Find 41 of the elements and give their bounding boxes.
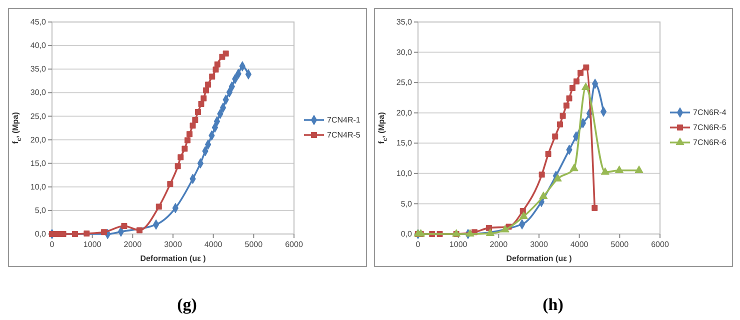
y-tick-label: 30,0 <box>30 88 47 98</box>
y-tick-label: 30,0 <box>396 48 413 57</box>
x-axis-title: Deformation (uε ) <box>506 254 572 263</box>
y-tick-label: 25,0 <box>30 112 47 121</box>
y-tick-label: 0,0 <box>400 230 413 239</box>
y-tick-label: 35,0 <box>30 64 47 74</box>
y-tick-label: 10,0 <box>30 182 47 192</box>
y-tick-label: 5,0 <box>34 206 47 216</box>
legend-label: 7CN6R-6 <box>693 138 727 148</box>
x-axis-title: Deformation (uε ) <box>140 254 206 263</box>
x-tick-label: 6000 <box>651 240 670 249</box>
x-tick-label: 4000 <box>570 240 589 249</box>
legend-label: 7CN4R-5 <box>327 130 361 140</box>
y-tick-label: 20,0 <box>30 135 47 144</box>
y-tick-label: 0,0 <box>34 230 47 239</box>
y-tick-label: 10,0 <box>396 168 413 178</box>
x-tick-label: 5000 <box>610 240 630 249</box>
x-tick-label: 4000 <box>204 240 223 249</box>
y-tick-label: 5,0 <box>400 199 413 208</box>
y-tick-label: 25,0 <box>396 78 413 88</box>
x-tick-label: 6000 <box>285 240 304 249</box>
x-tick-label: 3000 <box>530 240 548 249</box>
x-tick-label: 5000 <box>244 240 264 249</box>
y-tick-label: 20,0 <box>396 108 413 118</box>
x-tick-label: 0 <box>416 240 421 249</box>
x-tick-label: 1000 <box>449 240 468 249</box>
legend-label: 7CN6R-5 <box>693 123 727 132</box>
x-tick-label: 1000 <box>83 240 102 249</box>
x-tick-label: 0 <box>50 240 55 249</box>
y-tick-label: 35,0 <box>396 18 413 27</box>
y-tick-label: 45,0 <box>30 18 47 27</box>
x-tick-label: 3000 <box>164 240 182 249</box>
x-tick-label: 2000 <box>490 240 508 249</box>
y-tick-label: 40,0 <box>30 41 47 50</box>
legend-label: 7CN4R-1 <box>327 116 361 125</box>
text: (g) <box>177 295 197 314</box>
legend-label: 7CN6R-4 <box>693 108 727 118</box>
y-tick-label: 15,0 <box>396 138 413 148</box>
x-tick-label: 2000 <box>124 240 142 249</box>
y-tick-label: 15,0 <box>30 158 47 168</box>
text: (h) <box>542 295 564 314</box>
